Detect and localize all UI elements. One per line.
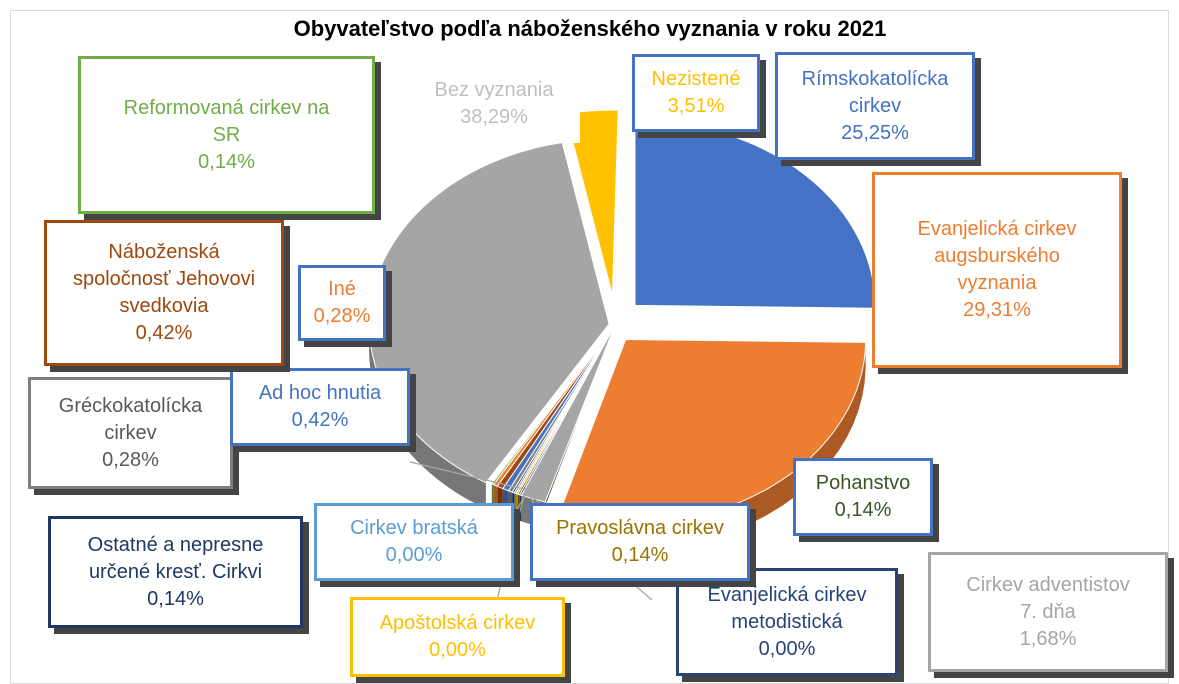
pie-slices <box>368 109 876 525</box>
data-label-text: Evanjelická cirkev <box>707 583 867 606</box>
data-label-text: Pravoslávna cirkev <box>556 517 724 539</box>
data-label-text: Iné <box>328 278 356 300</box>
data-label-value: 0,42% <box>291 409 349 431</box>
data-label-ine: Iné 0,28% <box>298 265 386 341</box>
data-label-text: cirkev <box>104 421 157 444</box>
data-label-text: Pohanstvo <box>815 472 911 494</box>
data-label-value: 0,14% <box>147 587 204 610</box>
data-label-bratska: Cirkev bratská 0,00% <box>314 503 514 581</box>
data-label-text: Rímskokatolícka <box>801 67 949 90</box>
data-label-value: 38,29% <box>460 106 528 128</box>
data-label-metodisti: Evanjelická cirkev metodistická 0,00% <box>676 568 898 676</box>
data-label-pohanstvo: Pohanstvo 0,14% <box>793 458 933 536</box>
data-label-reformovana: Reformovaná cirkev na SR 0,14% <box>78 56 375 214</box>
pie-side-apostolska <box>515 493 518 521</box>
chart-title: Obyvateľstvo podľa náboženského vyznania… <box>293 16 887 41</box>
data-label-text: Gréckokatolícka <box>58 394 203 417</box>
data-label-text: vyznania <box>957 272 1037 294</box>
data-label-value: 0,00% <box>429 639 486 661</box>
data-label-text: Ad hoc hnutia <box>258 382 382 404</box>
leader-line-0 <box>409 461 529 491</box>
data-label-value: 0,14% <box>198 150 255 173</box>
data-label-value: 1,68% <box>1019 627 1077 650</box>
data-label-text: Cirkev adventistov <box>966 573 1130 596</box>
data-label-text: Náboženská <box>108 241 220 263</box>
data-label-text: Bez vyznania <box>434 79 554 101</box>
data-label-value: 3,51% <box>667 95 725 117</box>
data-label-value: 0,00% <box>758 637 816 660</box>
data-label-ostatne: Ostatné a nepresne určené kresť. Cirkvi 0,… <box>48 516 303 628</box>
data-label-bez: Bez vyznania 38,29% <box>408 65 580 143</box>
data-label-value: 0,00% <box>385 544 443 566</box>
data-label-value: 29,31% <box>963 299 1031 321</box>
data-label-value: 0,42% <box>135 322 193 344</box>
data-label-value: 0,28% <box>313 305 371 327</box>
data-label-adhoc: Ad hoc hnutia 0,42% <box>230 368 410 446</box>
data-label-evanjelicka_ab: Evanjelická cirkev augsburského vyznania 29… <box>872 172 1122 368</box>
data-label-text: spoločnosť Jehovovi <box>72 268 256 290</box>
data-label-text: 7. dňa <box>1020 600 1076 623</box>
data-label-text: Nezistené <box>651 68 741 90</box>
data-label-text: Cirkev bratská <box>350 517 478 539</box>
data-label-text: svedkovia <box>119 295 209 317</box>
data-label-text: metodistická <box>731 610 843 633</box>
data-label-pravoslavna: Pravoslávna cirkev 0,14% <box>530 503 750 581</box>
data-label-text: Evanjelická cirkev <box>917 218 1077 240</box>
data-label-text: Apoštolská cirkev <box>379 612 536 634</box>
pie-side-evanjelicka_ab <box>557 342 866 551</box>
data-label-text: augsburského <box>934 245 1060 267</box>
data-label-nezistene: Nezistené 3,51% <box>632 54 760 132</box>
pie-slice-reformovana[interactable] <box>490 324 616 486</box>
data-label-text: určené kresť. Cirkvi <box>88 560 263 583</box>
data-label-rimsko: Rímskokatolícka cirkev 25,25% <box>775 52 975 160</box>
data-label-text: Ostatné a nepresne <box>87 533 264 556</box>
data-label-apostolska: Apoštolská cirkev 0,00% <box>350 597 565 677</box>
data-label-jehovovi: Náboženská spoločnosť Jehovovi svedkovia 0,… <box>44 220 284 366</box>
data-label-text: SR <box>212 123 241 146</box>
data-label-greckokatolicka: Gréckokatolícka cirkev 0,28% <box>28 377 233 489</box>
data-label-value: 0,14% <box>611 544 669 566</box>
data-label-text: cirkev <box>848 94 902 117</box>
data-label-value: 0,28% <box>102 448 159 471</box>
data-label-adventisti: Cirkev adventistov 7. dňa 1,68% <box>928 552 1168 672</box>
data-label-value: 25,25% <box>841 121 909 144</box>
data-label-text: Reformovaná cirkev na <box>123 96 330 119</box>
data-label-value: 0,14% <box>834 499 892 521</box>
